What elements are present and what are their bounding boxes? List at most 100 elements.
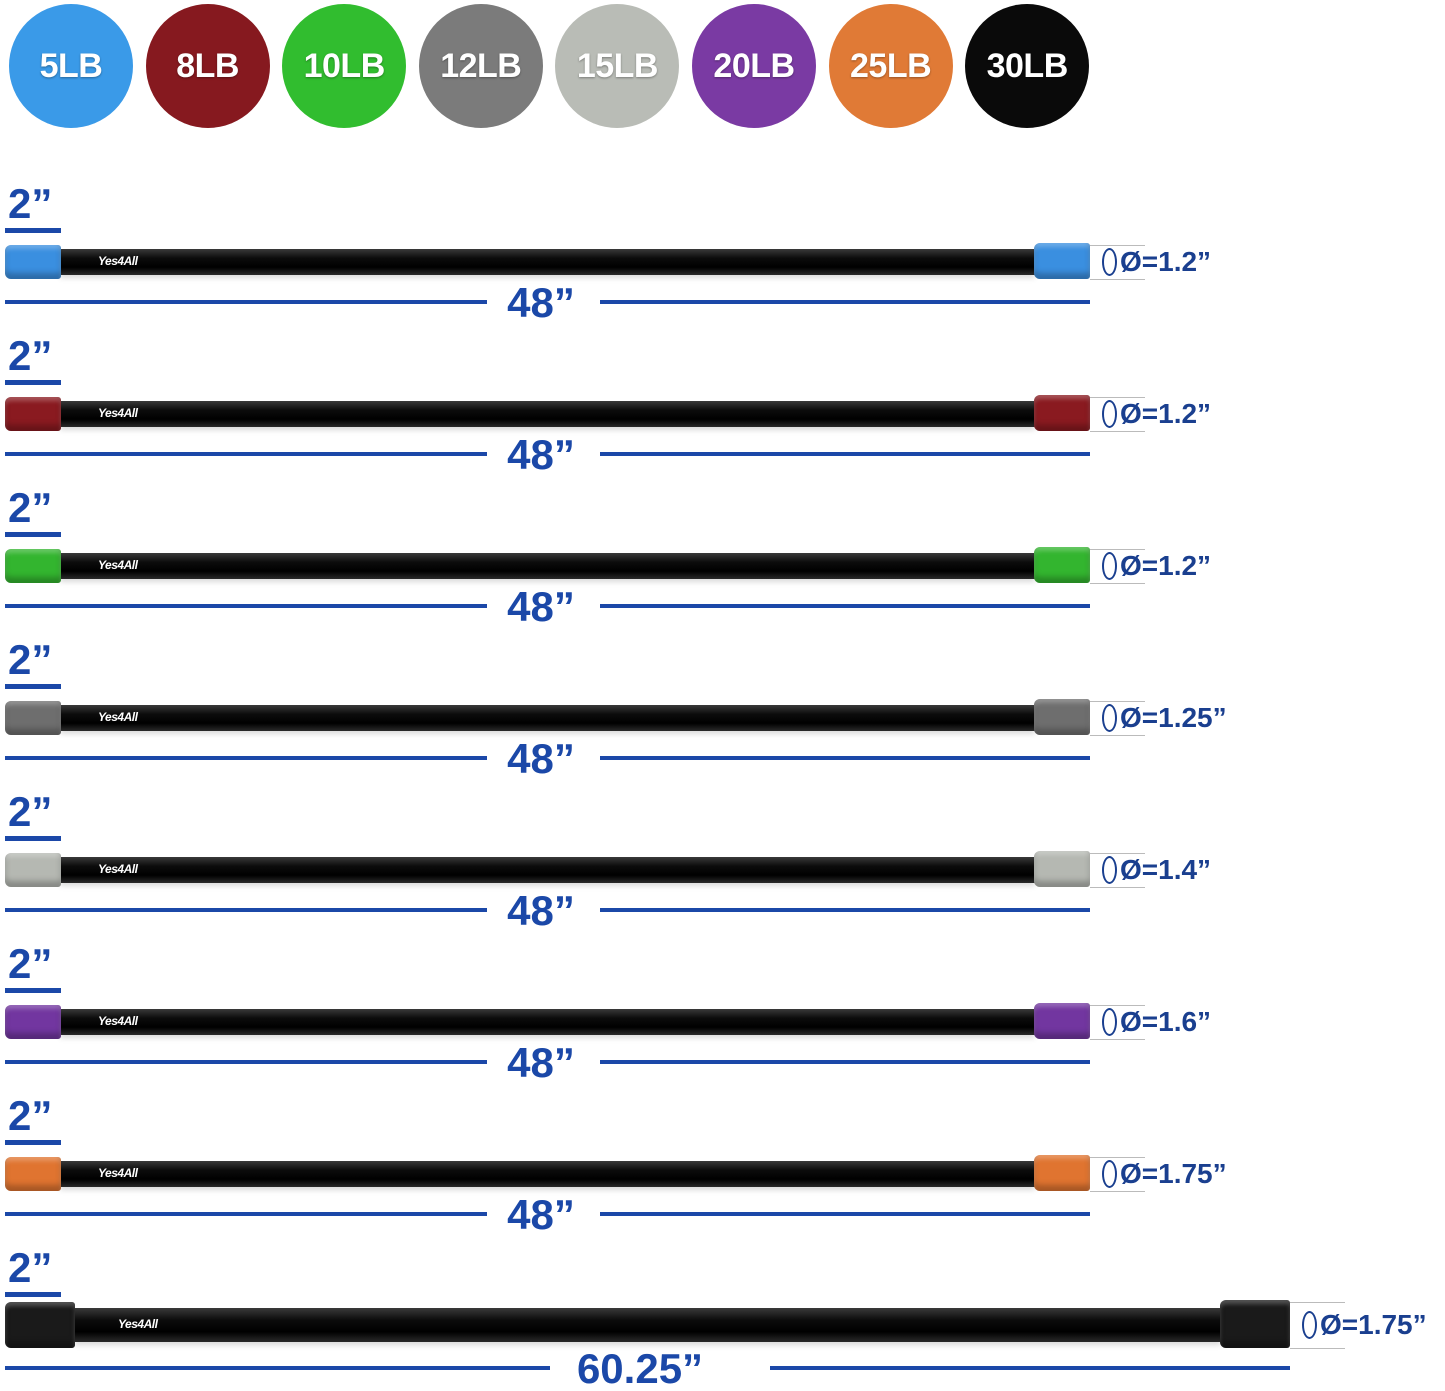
bar-end-cap-left: [5, 1302, 75, 1348]
weight-badge-30lb: 30LB: [965, 4, 1090, 128]
diameter-ellipse-icon: [1102, 704, 1117, 732]
end-cap-dimension-line: [5, 380, 61, 385]
end-cap-length-label: 2”: [8, 940, 53, 987]
end-cap-length-label: 2”: [8, 484, 53, 531]
diameter-guide-bottom: [1090, 583, 1145, 584]
diameter-ellipse-icon: [1102, 552, 1117, 580]
diameter-guide-top: [1090, 549, 1145, 550]
brand-logo: Yes4All: [98, 558, 138, 572]
bar-shaft: [57, 857, 1038, 883]
diameter-guide-bottom: [1090, 279, 1145, 280]
length-dimension-line-left: [5, 756, 487, 760]
brand-logo: Yes4All: [98, 406, 138, 420]
diameter-guide-bottom: [1090, 431, 1145, 432]
brand-logo: Yes4All: [118, 1317, 158, 1331]
diameter-guide-top: [1090, 1005, 1145, 1006]
bar-diameter-label: Ø=1.25”: [1120, 702, 1227, 733]
length-dimension-line-right: [600, 1212, 1090, 1216]
length-dimension-line-right: [770, 1366, 1290, 1370]
end-cap-length-label: 2”: [8, 1092, 53, 1139]
end-cap-length-label: 2”: [8, 332, 53, 379]
bar-diameter-label: Ø=1.2”: [1120, 246, 1212, 277]
end-cap-dimension-line: [5, 532, 61, 537]
end-cap-dimension-line: [5, 836, 61, 841]
diameter-guide-top: [1090, 701, 1145, 702]
diameter-guide-top: [1090, 853, 1145, 854]
length-dimension-line-right: [600, 452, 1090, 456]
bar-diameter-label: Ø=1.75”: [1320, 1309, 1427, 1340]
end-cap-dimension-line: [5, 988, 61, 993]
diameter-guide-top: [1090, 397, 1145, 398]
length-dimension-line-right: [600, 1060, 1090, 1064]
bar-end-cap-left: [5, 245, 61, 279]
bar-diameter-label: Ø=1.75”: [1120, 1158, 1227, 1189]
end-cap-dimension-line: [5, 228, 61, 233]
diameter-guide-top: [1290, 1302, 1345, 1303]
end-cap-length-label: 2”: [8, 788, 53, 835]
length-dimension-line-right: [600, 604, 1090, 608]
weight-badge-10lb: 10LB: [282, 4, 407, 128]
bar-length-label: 48”: [507, 1039, 575, 1086]
bar-diameter-label: Ø=1.2”: [1120, 398, 1212, 429]
diameter-ellipse-icon: [1102, 1008, 1117, 1036]
bar-shaft: [57, 1161, 1038, 1187]
brand-logo: Yes4All: [98, 710, 138, 724]
length-dimension-line-left: [5, 1060, 487, 1064]
weight-badge-25lb: 25LB: [828, 4, 953, 128]
diameter-guide-bottom: [1090, 1039, 1145, 1040]
bar-shaft: [57, 1009, 1038, 1035]
bar-end-cap-left: [5, 853, 61, 887]
diameter-guide-top: [1090, 245, 1145, 246]
bar-length-label: 48”: [507, 279, 575, 326]
bar-end-cap-right: [1034, 699, 1090, 735]
bar-shaft: [57, 705, 1038, 731]
bar-end-cap-right: [1034, 395, 1090, 431]
weight-badge-15lb: 15LB: [555, 4, 680, 128]
bar-length-label: 48”: [507, 735, 575, 782]
end-cap-length-label: 2”: [8, 1244, 53, 1291]
diameter-ellipse-icon: [1102, 248, 1117, 276]
diameter-guide-bottom: [1090, 1191, 1145, 1192]
brand-logo: Yes4All: [98, 254, 138, 268]
end-cap-dimension-line: [5, 684, 61, 689]
bar-shaft: [71, 1308, 1224, 1342]
diameter-ellipse-icon: [1102, 400, 1117, 428]
diameter-ellipse-icon: [1102, 1160, 1117, 1188]
diameter-guide-bottom: [1090, 735, 1145, 736]
weight-badge-12lb: 12LB: [418, 4, 543, 128]
bar-end-cap-right: [1034, 547, 1090, 583]
brand-logo: Yes4All: [98, 1014, 138, 1028]
end-cap-length-label: 2”: [8, 636, 53, 683]
diameter-guide-top: [1090, 1157, 1145, 1158]
length-dimension-line-left: [5, 908, 487, 912]
length-dimension-line-right: [600, 756, 1090, 760]
bar-shaft: [57, 401, 1038, 427]
bar-diameter-label: Ø=1.6”: [1120, 1006, 1212, 1037]
bar-length-label: 48”: [507, 1191, 575, 1238]
diameter-ellipse-icon: [1102, 856, 1117, 884]
bar-end-cap-left: [5, 549, 61, 583]
bar-shaft: [57, 249, 1038, 275]
diameter-guide-bottom: [1290, 1348, 1345, 1349]
bar-length-label: 48”: [507, 583, 575, 630]
bar-end-cap-left: [5, 397, 61, 431]
bar-length-label: 48”: [507, 887, 575, 934]
brand-logo: Yes4All: [98, 1166, 138, 1180]
end-cap-dimension-line: [5, 1292, 61, 1297]
bar-end-cap-left: [5, 701, 61, 735]
diameter-ellipse-icon: [1302, 1311, 1317, 1339]
brand-logo: Yes4All: [98, 862, 138, 876]
end-cap-length-label: 2”: [8, 180, 53, 227]
length-dimension-line-left: [5, 1212, 487, 1216]
length-dimension-line-left: [5, 604, 487, 608]
bar-diameter-label: Ø=1.2”: [1120, 550, 1212, 581]
bar-end-cap-right: [1220, 1300, 1290, 1348]
length-dimension-line-right: [600, 300, 1090, 304]
bar-length-label: 48”: [507, 431, 575, 478]
length-dimension-line-left: [5, 1366, 550, 1370]
diameter-guide-bottom: [1090, 887, 1145, 888]
end-cap-dimension-line: [5, 1140, 61, 1145]
bar-end-cap-right: [1034, 1155, 1090, 1191]
bar-end-cap-right: [1034, 1003, 1090, 1039]
